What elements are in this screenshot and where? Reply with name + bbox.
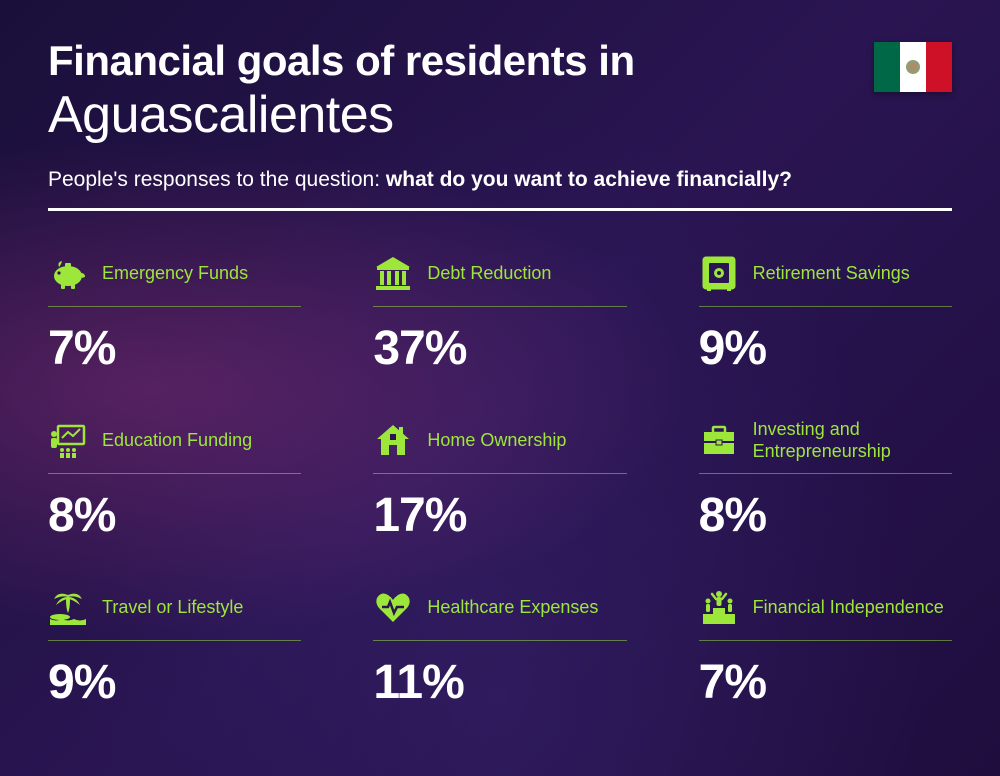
flag-stripe-red: [926, 42, 952, 92]
stat-label: Education Funding: [102, 429, 252, 452]
stat-home-ownership: Home Ownership 17%: [373, 418, 626, 543]
stat-education-funding: Education Funding 8%: [48, 418, 301, 543]
piggy-bank-icon: [48, 253, 88, 293]
stat-value: 9%: [48, 655, 301, 710]
stat-head: Home Ownership: [373, 418, 626, 474]
stat-label: Retirement Savings: [753, 262, 910, 285]
stat-debt-reduction: Debt Reduction 37%: [373, 251, 626, 376]
stat-head: Education Funding: [48, 418, 301, 474]
stat-value: 7%: [699, 655, 952, 710]
flag-stripe-white: [900, 42, 926, 92]
stat-value: 17%: [373, 488, 626, 543]
stat-label: Travel or Lifestyle: [102, 596, 243, 619]
stat-healthcare-expenses: Healthcare Expenses 11%: [373, 585, 626, 710]
stat-label: Healthcare Expenses: [427, 596, 598, 619]
subtitle: People's responses to the question: what…: [48, 168, 952, 192]
safe-icon: [699, 253, 739, 293]
stat-investing-entrepreneurship: Investing and Entrepreneurship 8%: [699, 418, 952, 543]
presentation-icon: [48, 420, 88, 460]
mexico-flag-icon: [874, 42, 952, 92]
header: Financial goals of residents in Aguascal…: [48, 38, 952, 211]
title-line-2: Aguascalientes: [48, 86, 952, 146]
stat-head: Emergency Funds: [48, 251, 301, 307]
bank-icon: [373, 253, 413, 293]
stat-financial-independence: Financial Independence 7%: [699, 585, 952, 710]
stat-label: Home Ownership: [427, 429, 566, 452]
stat-head: Travel or Lifestyle: [48, 585, 301, 641]
stat-head: Investing and Entrepreneurship: [699, 418, 952, 474]
flag-stripe-green: [874, 42, 900, 92]
stat-head: Healthcare Expenses: [373, 585, 626, 641]
stat-value: 7%: [48, 321, 301, 376]
stat-label: Emergency Funds: [102, 262, 248, 285]
stat-label: Investing and Entrepreneurship: [753, 418, 952, 463]
stat-retirement-savings: Retirement Savings 9%: [699, 251, 952, 376]
stats-grid: Emergency Funds 7% Debt Reduction 37% Re…: [48, 251, 952, 710]
stat-value: 9%: [699, 321, 952, 376]
stat-head: Financial Independence: [699, 585, 952, 641]
briefcase-icon: [699, 420, 739, 460]
stat-head: Retirement Savings: [699, 251, 952, 307]
podium-icon: [699, 587, 739, 627]
title-line-1: Financial goals of residents in: [48, 38, 952, 84]
stat-value: 11%: [373, 655, 626, 710]
stat-travel-lifestyle: Travel or Lifestyle 9%: [48, 585, 301, 710]
stat-head: Debt Reduction: [373, 251, 626, 307]
stat-label: Debt Reduction: [427, 262, 551, 285]
stat-label: Financial Independence: [753, 596, 944, 619]
subtitle-prefix: People's responses to the question:: [48, 168, 386, 191]
palm-icon: [48, 587, 88, 627]
stat-emergency-funds: Emergency Funds 7%: [48, 251, 301, 376]
flag-emblem-icon: [906, 60, 920, 74]
stat-value: 8%: [699, 488, 952, 543]
stat-value: 37%: [373, 321, 626, 376]
stat-value: 8%: [48, 488, 301, 543]
header-divider: [48, 208, 952, 211]
heart-pulse-icon: [373, 587, 413, 627]
house-icon: [373, 420, 413, 460]
subtitle-question: what do you want to achieve financially?: [386, 168, 792, 191]
